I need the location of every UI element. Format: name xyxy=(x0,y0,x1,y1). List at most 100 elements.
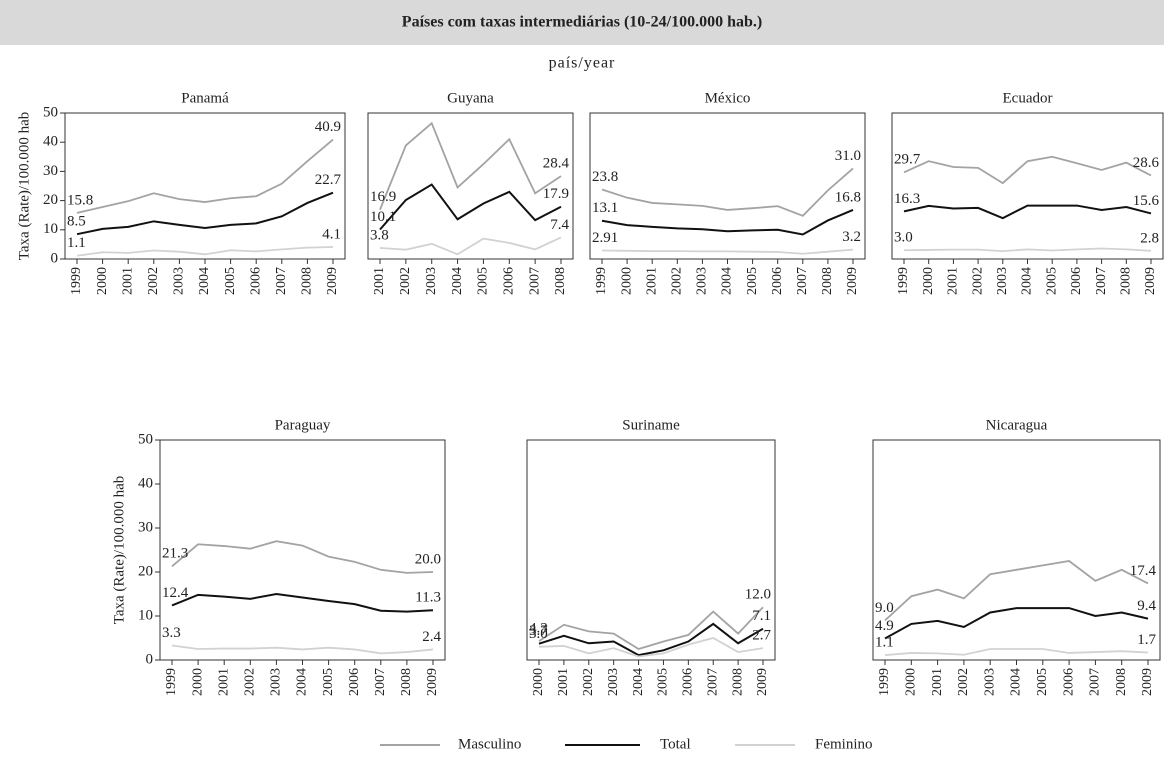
series-line xyxy=(903,155,1152,185)
x-tick-label: 2004 xyxy=(197,267,212,295)
data-label: 20.0 xyxy=(415,551,441,567)
series-line xyxy=(903,204,1152,220)
x-tick-label: 2003 xyxy=(424,267,439,295)
y-tick-label: 20 xyxy=(43,192,58,208)
data-label: 3.3 xyxy=(162,625,181,641)
series-line xyxy=(601,209,854,236)
data-label: 2.4 xyxy=(422,629,441,645)
data-label: 8.5 xyxy=(67,214,86,230)
x-tick-label: 2006 xyxy=(347,668,362,696)
x-tick-label: 2002 xyxy=(398,267,413,295)
series-line xyxy=(379,183,562,231)
x-tick-label: 2002 xyxy=(970,267,985,295)
x-tick-label: 2003 xyxy=(606,668,621,696)
x-tick-label: 1999 xyxy=(877,668,892,696)
y-tick-label: 10 xyxy=(43,221,58,237)
plot-frame xyxy=(872,439,1161,661)
data-label: 4.1 xyxy=(322,226,341,242)
x-tick-label: 2007 xyxy=(373,668,388,696)
plot-frame xyxy=(526,439,776,661)
data-label: 17.9 xyxy=(543,186,569,202)
data-label: 2.91 xyxy=(592,230,618,246)
data-label: 3.8 xyxy=(370,227,389,243)
y-tick-label: 40 xyxy=(138,475,153,491)
series-line xyxy=(601,167,854,217)
x-tick-label: 2008 xyxy=(300,267,315,295)
data-label: 10.1 xyxy=(370,209,396,225)
data-label: 11.3 xyxy=(415,590,441,606)
data-label: 16.8 xyxy=(835,189,861,205)
series-line xyxy=(538,637,764,658)
x-tick-label: 2008 xyxy=(730,668,745,696)
series-line xyxy=(76,246,334,257)
series-line xyxy=(171,644,434,655)
x-tick-label: 2003 xyxy=(695,267,710,295)
panel-title: Guyana xyxy=(447,90,494,106)
x-tick-label: 2006 xyxy=(681,668,696,696)
x-tick-label: 2005 xyxy=(656,668,671,696)
x-tick-label: 2001 xyxy=(216,668,231,696)
data-label: 3.2 xyxy=(842,229,861,245)
x-tick-label: 2001 xyxy=(930,668,945,696)
x-tick-label: 2000 xyxy=(904,668,919,696)
series-line xyxy=(538,622,764,657)
x-tick-label: 2003 xyxy=(982,668,997,696)
plot-frame xyxy=(891,112,1164,260)
x-tick-label: 2007 xyxy=(795,267,810,295)
data-label: 23.8 xyxy=(592,169,618,185)
series-line xyxy=(601,248,854,255)
data-label: 16.9 xyxy=(370,189,396,205)
data-label: 40.9 xyxy=(315,119,341,135)
y-tick-label: 50 xyxy=(138,431,153,447)
data-label: 3.7 xyxy=(529,623,548,639)
data-label: 4.9 xyxy=(875,618,894,634)
data-label: 29.7 xyxy=(894,152,921,168)
x-tick-label: 2007 xyxy=(1088,668,1103,696)
x-tick-label: 2005 xyxy=(321,668,336,696)
x-tick-label: 2007 xyxy=(705,668,720,696)
x-tick-label: 2006 xyxy=(1069,267,1084,295)
data-label: 17.4 xyxy=(1130,563,1157,579)
series-line xyxy=(379,121,562,210)
y-tick-label: 10 xyxy=(138,607,153,623)
x-tick-label: 2000 xyxy=(619,267,634,295)
y-axis-label: Taxa (Rate)/100.000 hab xyxy=(16,112,32,260)
x-tick-label: 2006 xyxy=(1061,668,1076,696)
x-tick-label: 1999 xyxy=(69,267,84,295)
x-tick-label: 2006 xyxy=(770,267,785,295)
x-tick-label: 2008 xyxy=(820,267,835,295)
y-tick-label: 20 xyxy=(138,563,153,579)
x-tick-label: 2004 xyxy=(631,668,646,696)
data-label: 16.3 xyxy=(894,191,920,207)
data-label: 22.7 xyxy=(315,172,342,188)
series-line xyxy=(884,560,1149,622)
y-tick-label: 0 xyxy=(146,651,154,667)
x-tick-label: 1999 xyxy=(594,267,609,295)
x-tick-label: 2008 xyxy=(1119,267,1134,295)
data-label: 12.0 xyxy=(745,587,771,603)
x-tick-label: 2004 xyxy=(295,668,310,696)
x-tick-label: 2002 xyxy=(670,267,685,295)
x-tick-label: 2009 xyxy=(325,267,340,295)
y-tick-label: 30 xyxy=(138,519,153,535)
y-tick-label: 30 xyxy=(43,163,58,179)
x-tick-label: 2005 xyxy=(223,267,238,295)
plot-frame xyxy=(159,439,446,661)
data-label: 15.8 xyxy=(67,192,93,208)
x-tick-label: 2003 xyxy=(269,668,284,696)
data-label: 2.8 xyxy=(1140,230,1159,246)
legend-label: Masculino xyxy=(458,736,521,752)
x-tick-label: 2002 xyxy=(581,668,596,696)
panel-title: Panamá xyxy=(181,90,229,106)
x-tick-label: 2005 xyxy=(1044,267,1059,295)
x-tick-label: 2000 xyxy=(531,668,546,696)
x-tick-label: 2000 xyxy=(190,668,205,696)
x-tick-label: 2003 xyxy=(172,267,187,295)
y-axis-label: Taxa (Rate)/100.000 hab xyxy=(111,476,127,624)
x-tick-label: 2005 xyxy=(1035,668,1050,696)
x-tick-label: 2009 xyxy=(1143,267,1158,295)
series-line xyxy=(903,247,1152,253)
legend-label: Feminino xyxy=(815,736,873,752)
x-tick-label: 2009 xyxy=(425,668,440,696)
